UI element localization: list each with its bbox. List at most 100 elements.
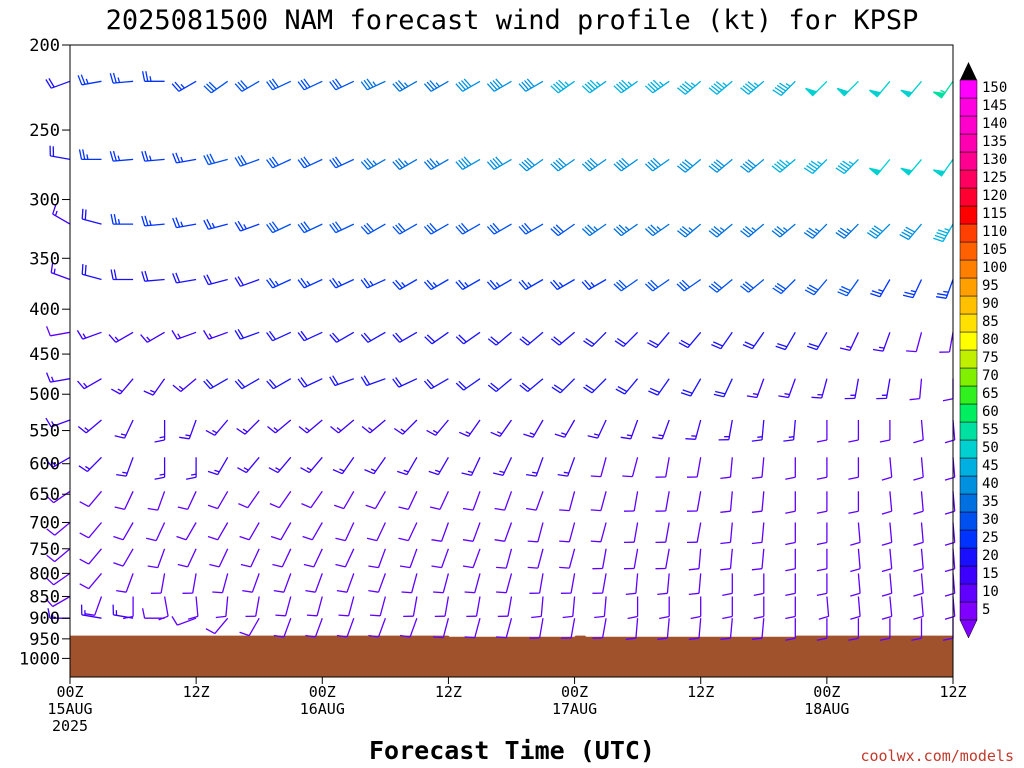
wind-barb <box>550 331 576 346</box>
wind-barb <box>423 222 449 235</box>
wind-barb <box>143 378 166 396</box>
wind-barb <box>850 596 861 620</box>
wind-barb <box>550 79 575 94</box>
wind-barb <box>550 278 575 291</box>
wind-barb <box>527 548 544 569</box>
wind-barb <box>426 419 449 436</box>
colorbar-label: 145 <box>982 98 1007 114</box>
wind-barb <box>487 378 512 393</box>
wind-barb <box>245 596 260 618</box>
wind-barb <box>655 548 670 570</box>
wind-barb <box>403 596 418 618</box>
wind-barb <box>899 223 922 241</box>
wind-barb <box>116 457 134 477</box>
wind-barb <box>785 596 796 620</box>
wind-barb <box>614 331 639 347</box>
wind-barb <box>848 618 860 641</box>
colorbar-label: 105 <box>982 242 1007 258</box>
y-tick-label: 800 <box>29 564 60 584</box>
wind-barb <box>423 80 449 92</box>
wind-barb <box>305 573 323 593</box>
colorbar-swatch <box>959 205 978 225</box>
wind-barb <box>722 596 733 620</box>
wind-barb <box>559 522 576 543</box>
wind-barb <box>455 222 481 235</box>
wind-barb <box>76 330 102 340</box>
wind-barb <box>708 279 733 293</box>
colorbar-swatch <box>959 151 978 171</box>
wind-barb <box>531 596 544 619</box>
wind-barb <box>594 596 607 619</box>
wind-barb <box>423 158 449 170</box>
wind-barb <box>110 213 134 225</box>
wind-barb <box>623 548 639 570</box>
wind-barb <box>746 378 765 399</box>
wind-barb <box>644 157 670 172</box>
wind-barb <box>740 80 765 95</box>
wind-barb <box>122 596 134 620</box>
colorbar-label: 30 <box>982 512 999 528</box>
wind-barb <box>881 491 893 515</box>
wind-barb <box>590 491 607 512</box>
wind-barb <box>775 331 796 351</box>
wind-barb <box>298 419 323 434</box>
wind-barb <box>428 456 449 476</box>
wind-barb <box>686 491 702 512</box>
x-tick-label: 17AUG <box>552 700 597 718</box>
colorbar-swatch <box>959 277 978 297</box>
wind-barb <box>494 491 513 511</box>
wind-barb <box>590 457 607 478</box>
wind-barb <box>583 331 607 347</box>
wind-barb <box>182 573 197 594</box>
wind-barb <box>365 490 386 510</box>
wind-barb <box>592 548 607 570</box>
wind-barb <box>490 419 513 437</box>
wind-barb <box>559 491 576 512</box>
wind-barb <box>329 221 355 234</box>
wind-barb <box>581 157 607 172</box>
wind-barb <box>720 522 733 545</box>
wind-barb <box>360 78 386 91</box>
colorbar-label: 65 <box>982 386 999 402</box>
colorbar-label: 25 <box>982 530 999 546</box>
wind-barb <box>242 573 260 593</box>
wind-barb <box>79 572 102 590</box>
wind-barb <box>932 80 954 99</box>
wind-barb <box>803 223 828 239</box>
wind-barb <box>836 80 859 97</box>
wind-barb <box>881 548 893 573</box>
colorbar-label: 110 <box>982 224 1007 240</box>
wind-barb <box>268 456 292 474</box>
wind-barb <box>803 158 828 175</box>
colorbar-label: 5 <box>982 602 990 618</box>
wind-barb <box>297 377 323 388</box>
y-tick-label: 950 <box>29 630 60 650</box>
wind-barb <box>234 328 260 340</box>
wind-barb <box>140 331 165 343</box>
wind-barb <box>305 617 323 638</box>
wind-barb <box>688 618 702 640</box>
colorbar-swatch <box>959 583 978 603</box>
wind-barb <box>297 221 323 234</box>
wind-barb <box>329 331 355 343</box>
x-tick-label: 00Z <box>56 683 83 701</box>
wind-barb <box>913 522 924 546</box>
wind-barb <box>154 457 166 480</box>
wind-barb <box>678 331 702 349</box>
y-tick-label: 650 <box>29 485 60 505</box>
wind-barb <box>587 419 607 439</box>
wind-barb <box>720 491 733 513</box>
wind-barb <box>368 617 387 638</box>
colorbar-swatch <box>959 565 978 585</box>
wind-barb <box>431 522 450 542</box>
wind-barb <box>676 223 702 238</box>
wind-barb <box>266 156 292 169</box>
colorbar-label: 75 <box>982 350 999 366</box>
wind-barb <box>751 457 765 480</box>
wind-barb <box>141 215 165 227</box>
wind-barb <box>466 596 481 618</box>
wind-barb <box>913 457 924 481</box>
colorbar-swatch <box>959 187 978 207</box>
y-tick-label: 300 <box>29 191 60 211</box>
wind-barb <box>685 419 702 440</box>
